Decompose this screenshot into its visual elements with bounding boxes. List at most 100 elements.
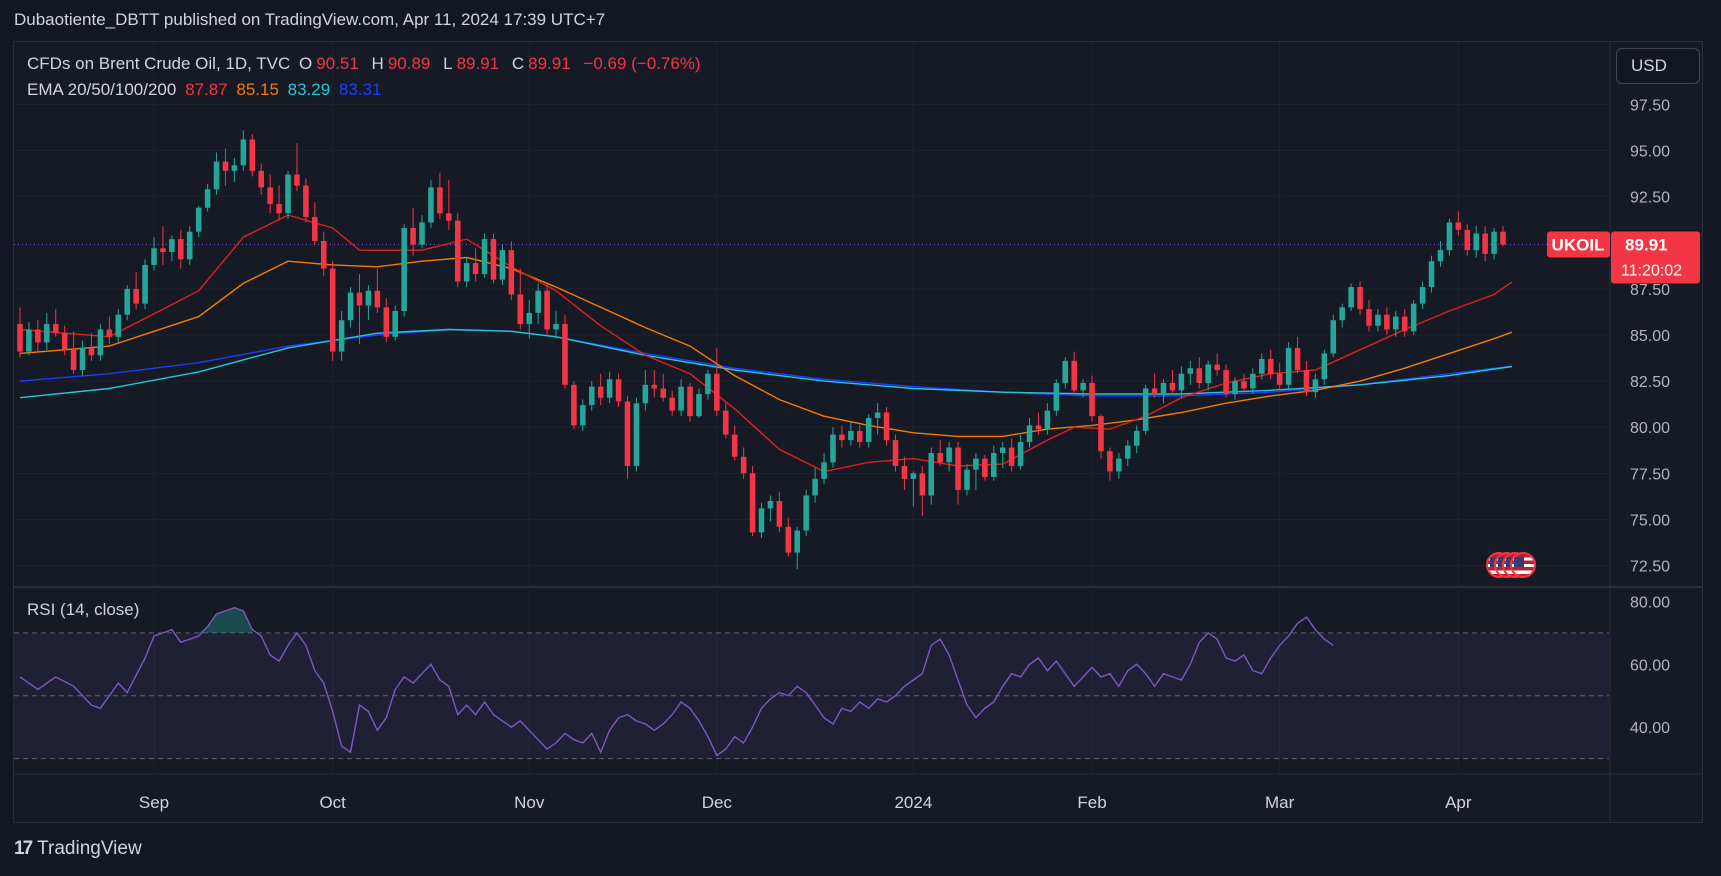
candle-body <box>767 501 774 509</box>
candle-body <box>758 508 765 533</box>
tradingview-logo[interactable]: 17 TradingView <box>14 838 142 860</box>
candle-body <box>115 314 122 337</box>
candle-body <box>714 373 720 411</box>
candle-body <box>687 386 693 417</box>
price-tick-label: 75.00 <box>1630 512 1670 529</box>
candle-body <box>35 329 41 343</box>
candle-body <box>571 384 577 426</box>
candle-body <box>508 250 515 295</box>
candle-body <box>1214 364 1220 371</box>
candle-body <box>97 329 104 356</box>
candle-body <box>499 250 506 280</box>
candle-body <box>1008 447 1015 466</box>
candle-body <box>70 349 77 371</box>
candle-body <box>1107 451 1113 472</box>
candle-body <box>124 288 130 315</box>
candle-body <box>839 434 845 441</box>
candle-body <box>883 412 890 441</box>
price-tick-label: 92.50 <box>1630 190 1670 207</box>
price-tick-label: 82.50 <box>1630 374 1670 391</box>
ema200-value: 83.31 <box>338 80 382 99</box>
candle-body <box>356 292 363 306</box>
rsi-band-fill <box>14 632 1609 759</box>
candle-body <box>580 405 586 426</box>
us-flag-icon[interactable] <box>1510 552 1536 578</box>
candle-body <box>660 388 666 398</box>
candle-body <box>276 204 282 214</box>
candle-body <box>1375 314 1381 326</box>
candle-body <box>231 165 238 171</box>
candle-body <box>169 239 175 252</box>
price-tick-label: 72.50 <box>1630 559 1670 576</box>
candle-body <box>794 530 801 553</box>
time-tick-label: Feb <box>1077 793 1106 812</box>
candle-body <box>669 397 675 411</box>
open-value: 90.51 <box>316 54 359 73</box>
candle-body <box>1080 382 1086 391</box>
candle-body <box>973 458 979 470</box>
candle-body <box>1473 233 1479 251</box>
rsi-tick-label: 40.00 <box>1630 720 1670 737</box>
price-tick-label: 80.00 <box>1630 420 1670 437</box>
candle-body <box>749 473 756 533</box>
candle-body <box>776 501 783 527</box>
ema-legend: EMA 20/50/100/200 87.87 85.15 83.29 83.3… <box>27 80 385 100</box>
candle-body <box>1312 379 1319 393</box>
candle-body <box>928 453 935 496</box>
low-label: L <box>443 54 453 73</box>
candle-body <box>106 329 113 337</box>
candle-body <box>606 379 613 398</box>
candle-body <box>1330 320 1337 354</box>
candle-body <box>1464 229 1471 251</box>
candle-body <box>1017 441 1024 466</box>
candle-body <box>1384 314 1390 330</box>
candle-body <box>642 384 649 404</box>
candle-body <box>955 447 961 490</box>
candle-body <box>1089 382 1095 417</box>
candle-body <box>651 384 658 389</box>
candle-body <box>1196 368 1203 383</box>
currency-button[interactable]: USD <box>1616 48 1700 84</box>
candle-body <box>258 170 264 188</box>
candle-body <box>142 264 148 304</box>
candle-body <box>249 139 256 171</box>
candle-body <box>910 473 917 479</box>
rsi-tick-label: 80.00 <box>1630 594 1670 611</box>
candle-body <box>347 292 354 321</box>
candle-body <box>991 453 997 478</box>
events-flags[interactable] <box>1486 552 1536 578</box>
candle-body <box>722 410 729 435</box>
candle-body <box>1446 222 1453 251</box>
candle-body <box>1366 309 1372 326</box>
candle-body <box>1303 370 1310 393</box>
candle-body <box>419 222 425 245</box>
candle-body <box>160 248 166 252</box>
candle-body <box>526 312 532 324</box>
candle-body <box>937 453 943 463</box>
countdown-value: 11:20:02 <box>1621 262 1682 279</box>
candle-body <box>946 447 952 463</box>
candle-body <box>1428 261 1435 288</box>
candle-body <box>1098 416 1104 452</box>
candle-body <box>982 458 988 478</box>
candle-body <box>562 323 568 385</box>
candle-body <box>1419 287 1426 304</box>
candle-body <box>151 248 157 265</box>
candle-body <box>1393 316 1399 330</box>
candle-body <box>490 239 497 280</box>
candle-body <box>633 403 640 466</box>
candle-body <box>294 174 300 186</box>
candle-body <box>240 139 247 166</box>
high-label: H <box>371 54 384 73</box>
candle-body <box>472 263 479 275</box>
candle-body <box>1151 388 1158 395</box>
candle-body <box>26 329 32 352</box>
candle-body <box>544 290 550 330</box>
candle-body <box>133 288 139 304</box>
candle-body <box>892 440 899 466</box>
candle-body <box>1160 382 1167 395</box>
price-tick-label: 85.00 <box>1630 328 1670 345</box>
rsi-tick-label: 60.00 <box>1630 657 1670 674</box>
candle-body <box>392 311 398 337</box>
